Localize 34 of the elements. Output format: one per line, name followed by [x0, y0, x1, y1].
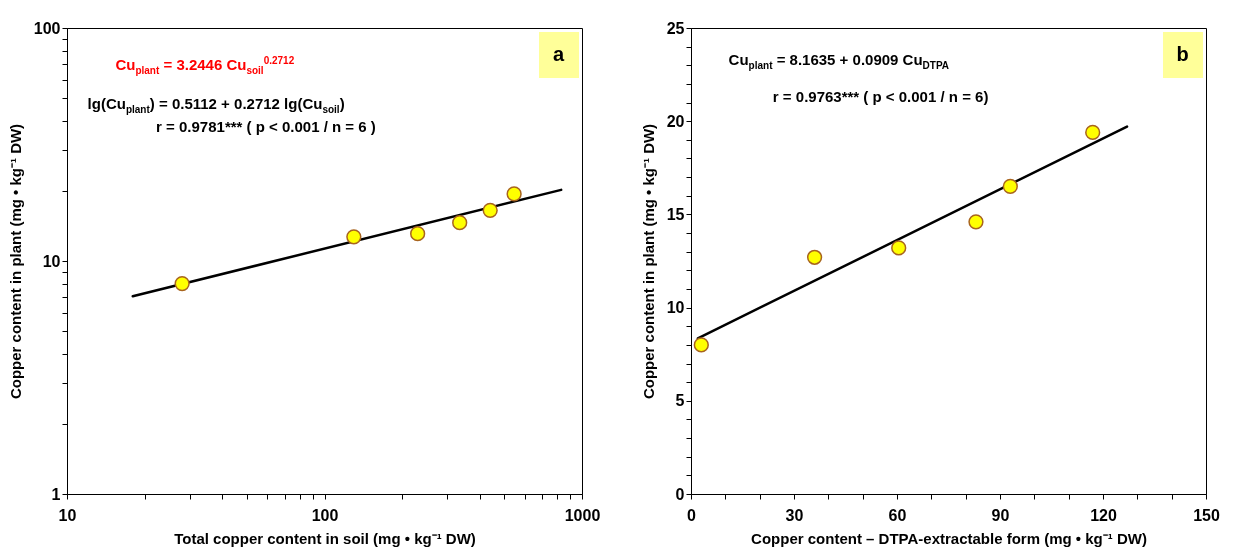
text: b — [1162, 31, 1203, 78]
y-tick-label: 10 — [42, 252, 61, 270]
y-tick-label: 15 — [666, 205, 685, 223]
x-tick-label: 120 — [1090, 506, 1117, 524]
x-tick-label: 1000 — [564, 506, 601, 524]
point — [693, 337, 709, 353]
point — [891, 240, 907, 256]
x-tick-label: 150 — [1193, 506, 1220, 524]
y-tick-label: 0 — [675, 485, 685, 503]
point — [968, 214, 984, 230]
point — [806, 249, 823, 265]
y-tick-label: 10 — [666, 299, 685, 317]
y-axis-title: Copper content in plant (mg • kg⁻¹ DW) — [639, 123, 657, 400]
y-tick-label: 20 — [666, 112, 685, 130]
text: a — [538, 31, 579, 78]
y-tick-label: 25 — [666, 19, 685, 37]
y-tick-label: 100 — [33, 19, 61, 37]
y-axis-title: Copper content in plant (mg • kg⁻¹ DW) — [6, 123, 24, 400]
y-tick-label: 1 — [51, 485, 61, 503]
annotation: lg(Cu$_{plant}$) = 0.5112 + 0.2712 lg(Cu$_{soil}$) — [87, 95, 345, 116]
annotation: r = 0.9763*** ( p < 0.001 / n = 6) — [772, 88, 989, 106]
annotation: Cu$_{plant}$ = 8.1635 + 0.0909 Cu$_{DTPA}$ — [728, 50, 950, 71]
point — [1085, 124, 1101, 141]
x-tick-label: 0 — [687, 506, 697, 524]
x-tick-label: 90 — [991, 506, 1010, 524]
x-tick-label: 60 — [888, 506, 907, 524]
x-tick-label: 10 — [58, 506, 77, 524]
x-axis-title: Total copper content in soil (mg • kg⁻¹ DW) — [174, 529, 476, 547]
point — [1002, 178, 1018, 195]
annotation: r = 0.9781*** ( p < 0.001 / n = 6 ) — [156, 118, 376, 136]
x-tick-label: 30 — [785, 506, 804, 524]
y-tick-label: 5 — [675, 392, 685, 410]
x-tick-label: 100 — [311, 506, 339, 524]
x-axis-title: Copper content – DTPA-extractable form (mg • kg⁻¹ DW) — [751, 529, 1147, 547]
